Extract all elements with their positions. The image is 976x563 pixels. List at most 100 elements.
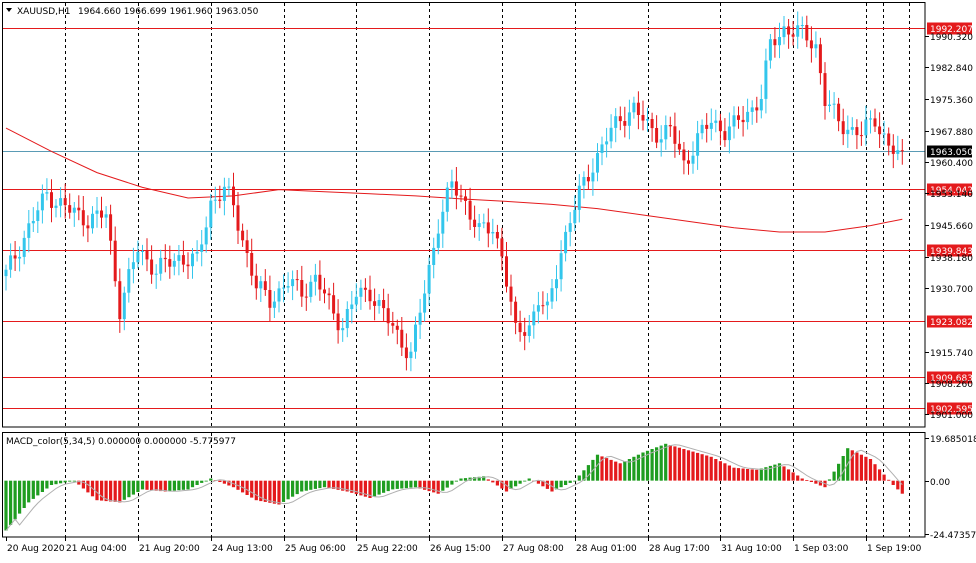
candle-body bbox=[896, 150, 900, 154]
candle-body bbox=[400, 329, 404, 348]
macd-bar-down bbox=[859, 454, 863, 481]
candle-body bbox=[605, 141, 609, 145]
candle-body bbox=[40, 193, 44, 211]
candle-body bbox=[327, 293, 331, 296]
candle-body bbox=[122, 292, 126, 320]
macd-bar-down bbox=[541, 480, 545, 487]
macd-bar-up bbox=[400, 480, 404, 489]
candle-body bbox=[91, 213, 94, 229]
macd-bar-up bbox=[318, 480, 322, 489]
macd-bar-up bbox=[286, 480, 290, 500]
candle-body bbox=[869, 118, 872, 120]
candle-body bbox=[723, 131, 727, 141]
macd-bar-up bbox=[168, 480, 172, 492]
candle-body bbox=[445, 187, 449, 212]
macd-bar-down bbox=[536, 480, 540, 484]
macd-bar-up bbox=[195, 480, 199, 485]
candle-body bbox=[782, 26, 786, 38]
candle-body bbox=[509, 286, 513, 302]
candle-body bbox=[450, 181, 454, 188]
candle-body bbox=[832, 103, 836, 105]
macd-bar-down bbox=[723, 463, 727, 481]
candle-body bbox=[218, 199, 222, 201]
candle-body bbox=[559, 253, 563, 280]
candle-body bbox=[259, 281, 263, 289]
macd-bar-up bbox=[777, 463, 782, 481]
candle-body bbox=[100, 210, 103, 218]
macd-bar-down bbox=[118, 480, 122, 503]
candle-body bbox=[577, 185, 581, 210]
macd-bar-down bbox=[818, 480, 822, 486]
candle-body bbox=[500, 238, 504, 257]
macd-bar-up bbox=[632, 456, 636, 481]
price-tick-label: 1953.140 bbox=[930, 190, 973, 200]
macd-bar-up bbox=[300, 480, 304, 492]
candle-body bbox=[755, 107, 759, 111]
candle-body bbox=[796, 25, 800, 37]
macd-bar-up bbox=[36, 480, 40, 496]
candle-body bbox=[732, 115, 736, 127]
candle-body bbox=[805, 25, 809, 41]
candle-body bbox=[582, 177, 586, 186]
macd-bar-down bbox=[500, 480, 504, 489]
candle-body bbox=[377, 300, 381, 306]
candle-body bbox=[77, 207, 81, 211]
macd-bar-down bbox=[691, 451, 695, 481]
dropdown-triangle-icon[interactable] bbox=[6, 8, 12, 12]
candle-body bbox=[382, 300, 386, 309]
candle-body bbox=[154, 273, 158, 275]
macd-bar-up bbox=[122, 480, 126, 500]
macd-bar-up bbox=[463, 478, 468, 481]
candle-body bbox=[454, 181, 458, 196]
candle-body bbox=[18, 256, 22, 259]
candle-body bbox=[787, 26, 791, 35]
macd-bar-up bbox=[582, 470, 586, 481]
macd-bar-down bbox=[145, 480, 149, 490]
candle-body bbox=[800, 25, 804, 26]
candle-body bbox=[846, 129, 850, 135]
macd-bar-up bbox=[304, 480, 308, 491]
macd-bar-up bbox=[841, 456, 845, 481]
candle-body bbox=[464, 196, 467, 201]
macd-bar-up bbox=[22, 480, 26, 508]
time-tick-label: 21 Aug 20:00 bbox=[139, 544, 200, 554]
candle-body bbox=[841, 121, 845, 135]
macd-bar-down bbox=[263, 480, 267, 502]
candle-body bbox=[878, 126, 882, 135]
macd-bar-up bbox=[473, 477, 477, 481]
price-tick-label: 1908.260 bbox=[930, 380, 973, 390]
candle-body bbox=[404, 347, 408, 359]
candle-body bbox=[891, 145, 895, 154]
candle-body bbox=[300, 280, 304, 297]
candle-body bbox=[545, 301, 549, 306]
price-tick-label: 1975.360 bbox=[930, 96, 973, 106]
time-tick-label: 25 Aug 06:00 bbox=[285, 544, 346, 554]
macd-bar-up bbox=[31, 480, 35, 499]
macd-bar-down bbox=[618, 463, 622, 481]
candle-body bbox=[568, 223, 572, 232]
level-price-tag bbox=[927, 244, 972, 257]
macd-bar-up bbox=[309, 480, 313, 490]
macd-bar-down bbox=[700, 454, 704, 481]
macd-bar-down bbox=[368, 480, 372, 498]
macd-bar-up bbox=[514, 480, 518, 487]
candle-body bbox=[682, 149, 686, 161]
level-price-label: 1923.082 bbox=[930, 318, 973, 328]
candle-body bbox=[709, 122, 713, 129]
candle-body bbox=[668, 125, 672, 127]
candle-body bbox=[514, 301, 518, 323]
level-price-tag bbox=[927, 22, 972, 35]
macd-bar-up bbox=[564, 480, 568, 485]
level-price-label: 1992.207 bbox=[930, 25, 973, 35]
candle-body bbox=[591, 172, 595, 182]
macd-bar-down bbox=[887, 479, 891, 481]
candle-body bbox=[573, 209, 577, 224]
candle-body bbox=[277, 288, 281, 302]
macd-bar-up bbox=[204, 480, 208, 482]
macd-bar-up bbox=[27, 480, 31, 503]
candle-body bbox=[596, 153, 599, 173]
macd-signal-line bbox=[5, 444, 903, 531]
